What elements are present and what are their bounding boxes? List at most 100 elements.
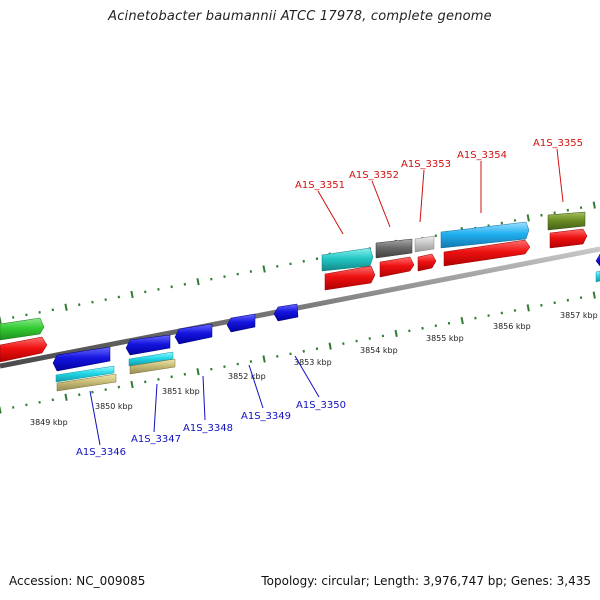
- gene-label[interactable]: A1S_3346: [76, 447, 126, 458]
- minor-tick: [183, 282, 187, 286]
- minor-tick: [566, 298, 570, 302]
- gene-arrow[interactable]: [595, 253, 600, 267]
- gene-arrow[interactable]: [443, 239, 531, 267]
- minor-tick: [381, 334, 385, 338]
- map-title: Acinetobacter baumannii ATCC 17978, comp…: [108, 9, 492, 24]
- minor-tick: [91, 300, 94, 304]
- gene-arrow[interactable]: [417, 253, 437, 272]
- leader-line: [556, 148, 564, 203]
- gene-arrow[interactable]: [321, 247, 374, 272]
- gene-box[interactable]: [128, 351, 174, 367]
- kbp-label: 3850 kbp: [95, 402, 133, 411]
- leader-line: [153, 383, 158, 433]
- leader-line: [89, 390, 101, 446]
- minor-tick: [566, 208, 570, 212]
- gene-box[interactable]: [595, 270, 600, 283]
- minor-tick: [355, 339, 358, 343]
- kbp-label: 3853 kbp: [294, 358, 332, 367]
- upper-tick-track: [0, 201, 596, 324]
- gene-label[interactable]: A1S_3348: [183, 423, 233, 434]
- gene-label[interactable]: A1S_3355: [533, 138, 583, 149]
- leader-line: [294, 355, 320, 398]
- gene-box[interactable]: [547, 211, 586, 231]
- gene-label[interactable]: A1S_3353: [401, 159, 451, 170]
- lower-tick-track: [0, 291, 596, 414]
- minor-tick: [408, 329, 411, 333]
- gene-box[interactable]: [55, 365, 115, 383]
- gene-arrow[interactable]: [125, 334, 171, 356]
- gene-arrow[interactable]: [174, 323, 213, 345]
- reverse-genes: [52, 253, 600, 392]
- gene-arrow[interactable]: [52, 346, 111, 372]
- gene-arrow[interactable]: [379, 256, 415, 278]
- minor-tick: [144, 290, 147, 294]
- gene-label[interactable]: A1S_3349: [241, 411, 291, 422]
- major-tick: [328, 342, 332, 350]
- leader-line: [248, 364, 264, 409]
- gene-box[interactable]: [375, 238, 413, 259]
- genome-backbone: [0, 246, 600, 369]
- minor-tick: [157, 377, 160, 381]
- kbp-labels: 3849 kbp 3850 kbp 3851 kbp 3852 kbp 3853…: [30, 311, 598, 427]
- minor-tick: [315, 257, 319, 261]
- major-tick: [394, 329, 398, 337]
- minor-tick: [342, 342, 345, 346]
- major-tick: [526, 214, 530, 222]
- gene-arrow[interactable]: [273, 303, 299, 322]
- gene-box[interactable]: [414, 235, 435, 253]
- major-tick: [64, 303, 68, 311]
- major-tick: [592, 201, 596, 209]
- gene-arrow[interactable]: [324, 265, 376, 291]
- minor-tick: [553, 211, 556, 215]
- minor-tick: [157, 287, 160, 291]
- leader-line: [317, 190, 344, 235]
- minor-tick: [183, 372, 187, 376]
- gene-label[interactable]: A1S_3350: [296, 400, 346, 411]
- gene-label[interactable]: A1S_3354: [457, 150, 507, 161]
- gene-label[interactable]: A1S_3347: [131, 434, 181, 445]
- major-tick: [262, 265, 266, 273]
- minor-tick: [553, 301, 556, 305]
- minor-tick: [315, 347, 319, 351]
- major-tick: [262, 355, 266, 363]
- minor-tick: [579, 296, 583, 300]
- kbp-label: 3852 kbp: [228, 372, 266, 381]
- minor-tick: [117, 385, 121, 389]
- minor-tick: [91, 390, 94, 394]
- kbp-label: 3856 kbp: [493, 322, 531, 331]
- minor-tick: [579, 206, 583, 210]
- gene-arrow[interactable]: [0, 336, 48, 363]
- forward-genes: [0, 211, 588, 363]
- gene-label[interactable]: A1S_3352: [349, 170, 399, 181]
- major-tick: [460, 317, 464, 325]
- forward-gene-labels: A1S_3351 A1S_3352 A1S_3353 A1S_3354 A1S_…: [295, 138, 583, 235]
- kbp-label: 3857 kbp: [560, 311, 598, 320]
- kbp-label: 3849 kbp: [30, 418, 68, 427]
- minor-tick: [117, 295, 121, 299]
- minor-tick: [78, 393, 81, 397]
- minor-tick: [78, 303, 81, 307]
- minor-tick: [368, 337, 371, 340]
- gene-arrow[interactable]: [0, 317, 45, 341]
- leader-line: [371, 180, 391, 228]
- gene-arrow[interactable]: [226, 313, 256, 333]
- leader-line: [419, 169, 425, 223]
- gene-arrow[interactable]: [440, 221, 530, 249]
- kbp-label: 3851 kbp: [162, 387, 200, 396]
- topology-summary: Topology: circular; Length: 3,976,747 bp…: [261, 574, 591, 588]
- gene-label[interactable]: A1S_3351: [295, 180, 345, 191]
- accession-label: Accession: NC_009085: [9, 574, 146, 588]
- kbp-label: 3855 kbp: [426, 334, 464, 343]
- minor-tick: [540, 303, 543, 307]
- minor-tick: [144, 380, 147, 384]
- gene-box[interactable]: [129, 358, 176, 375]
- minor-tick: [170, 375, 173, 379]
- minor-tick: [540, 213, 543, 217]
- minor-tick: [421, 326, 424, 330]
- major-tick: [526, 304, 530, 312]
- gene-arrow[interactable]: [549, 228, 588, 249]
- major-tick: [130, 290, 134, 299]
- gene-box[interactable]: [56, 373, 117, 392]
- minor-tick: [104, 388, 107, 392]
